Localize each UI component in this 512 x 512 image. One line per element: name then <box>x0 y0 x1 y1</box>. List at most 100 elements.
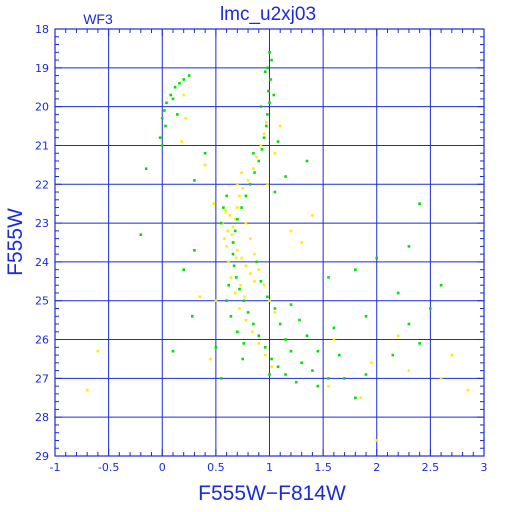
data-point <box>257 159 261 163</box>
data-point <box>270 365 273 368</box>
data-point <box>370 361 373 365</box>
data-point <box>244 318 248 322</box>
data-point <box>198 295 202 299</box>
data-point <box>466 388 470 392</box>
data-point <box>316 349 320 353</box>
x-tick-label: 1.5 <box>314 461 332 474</box>
data-point <box>233 217 237 221</box>
data-point <box>289 349 293 353</box>
data-point <box>270 357 273 361</box>
data-point <box>270 58 273 62</box>
data-point <box>251 330 254 334</box>
data-point <box>238 194 241 198</box>
data-point <box>450 353 454 357</box>
data-point <box>242 342 246 345</box>
data-point <box>262 283 266 287</box>
data-point <box>268 373 271 376</box>
data-point <box>246 311 250 314</box>
data-point <box>223 237 226 240</box>
y-axis-label: F555W <box>4 208 27 276</box>
data-point <box>257 268 261 271</box>
data-point <box>228 214 232 217</box>
data-point <box>407 322 411 326</box>
data-point <box>276 365 280 368</box>
data-point <box>230 233 234 236</box>
y-tick-label: 18 <box>35 23 49 36</box>
data-point <box>235 256 238 260</box>
data-point <box>231 225 235 229</box>
data-point <box>262 136 266 139</box>
x-tick-label: 2 <box>373 461 380 474</box>
data-point <box>158 136 162 139</box>
data-point <box>193 179 196 182</box>
data-point <box>439 283 443 287</box>
data-point <box>343 377 346 380</box>
x-tick-label: 3 <box>481 461 488 474</box>
data-point <box>284 338 287 341</box>
data-point <box>316 384 320 388</box>
data-point <box>257 342 261 345</box>
data-point <box>295 380 298 384</box>
data-point <box>239 283 242 287</box>
data-point <box>222 206 225 209</box>
data-point <box>244 264 248 268</box>
data-point <box>266 113 269 116</box>
data-point <box>284 175 287 178</box>
data-points <box>85 51 470 442</box>
data-point <box>259 280 263 283</box>
data-point <box>327 384 330 388</box>
y-tick-label: 27 <box>35 372 49 385</box>
data-point <box>227 260 230 264</box>
data-point <box>268 299 271 302</box>
data-point <box>244 221 248 225</box>
data-point <box>273 307 277 310</box>
data-point <box>268 101 271 105</box>
data-point <box>219 221 223 225</box>
data-point <box>85 388 89 392</box>
data-point <box>214 346 218 349</box>
data-point <box>332 326 336 330</box>
data-point <box>255 260 258 264</box>
data-point <box>439 377 443 380</box>
data-point <box>241 357 244 361</box>
data-point <box>311 369 314 372</box>
x-tick-label: 0 <box>159 461 166 474</box>
data-point <box>238 307 241 310</box>
data-point <box>337 353 341 357</box>
x-tick-label: -1 <box>50 461 61 474</box>
x-tick-label: 0.5 <box>207 461 225 474</box>
data-point <box>176 113 179 116</box>
data-point <box>375 256 378 260</box>
data-point <box>354 268 357 271</box>
data-point <box>407 369 411 372</box>
data-point <box>229 276 233 279</box>
data-point <box>225 194 228 198</box>
data-point <box>418 342 421 345</box>
data-point <box>243 295 247 299</box>
data-point <box>418 202 421 205</box>
data-point <box>407 245 411 248</box>
data-point <box>139 233 143 236</box>
data-point <box>241 186 244 190</box>
data-point <box>289 229 293 233</box>
data-point <box>203 163 207 167</box>
y-tick-labels: 18 19 20 21 22 23 24 25 26 27 28 29 <box>35 23 49 463</box>
data-point <box>266 183 269 186</box>
data-point <box>231 241 235 244</box>
data-point <box>240 171 243 174</box>
data-point <box>184 117 188 120</box>
data-point <box>248 272 252 275</box>
data-point <box>266 66 269 70</box>
data-point <box>182 268 185 271</box>
data-point <box>236 330 239 334</box>
data-point <box>248 183 252 186</box>
data-point <box>305 159 309 163</box>
data-point <box>327 377 330 380</box>
data-point <box>300 241 303 244</box>
data-point <box>278 322 282 326</box>
data-point <box>263 346 267 349</box>
data-point <box>253 280 256 283</box>
y-tick-label: 26 <box>35 334 49 347</box>
data-point <box>391 353 395 357</box>
data-point <box>236 217 239 221</box>
